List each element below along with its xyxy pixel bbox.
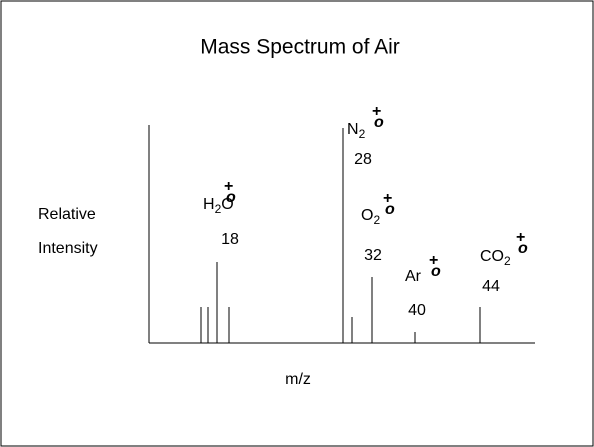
ion-radical: o: [374, 114, 384, 131]
peaks: [200, 128, 481, 343]
subscript: 2: [373, 213, 380, 227]
ion-radical: o: [431, 263, 441, 280]
ion-formula: H2O: [203, 196, 234, 216]
mz-value: 18: [221, 231, 239, 248]
y-axis-label: Relative: [38, 206, 96, 223]
title: Mass Spectrum of Air: [200, 36, 400, 59]
mz-value: 40: [408, 302, 426, 319]
ion-formula: O2: [361, 207, 380, 227]
element: CO: [480, 248, 504, 265]
y-axis-label: Intensity: [38, 240, 98, 257]
mz-value: 44: [482, 278, 500, 295]
x-axis-label: m/z: [285, 371, 311, 388]
ion-charge: +: [224, 178, 233, 195]
ion-formula: CO2: [480, 248, 511, 268]
subscript: 2: [215, 202, 222, 216]
subscript: 2: [359, 127, 366, 141]
element: Ar: [405, 268, 422, 285]
mz-value: 28: [354, 151, 372, 168]
ion-charge: +: [429, 252, 438, 269]
ion-charge: +: [383, 190, 392, 207]
ion-formula: Ar: [405, 268, 422, 285]
ion-radical: o: [385, 201, 395, 218]
element: H: [203, 196, 215, 213]
mz-value: 32: [364, 247, 382, 264]
element: N: [347, 121, 359, 138]
element: O: [361, 207, 373, 224]
ion-charge: +: [516, 229, 525, 246]
subscript: 2: [504, 254, 511, 268]
ion-radical: o: [518, 240, 528, 257]
ion-radical: o: [226, 189, 236, 206]
element: O: [221, 196, 233, 213]
ion-charge: +: [372, 103, 381, 120]
ion-formula: N2: [347, 121, 366, 141]
